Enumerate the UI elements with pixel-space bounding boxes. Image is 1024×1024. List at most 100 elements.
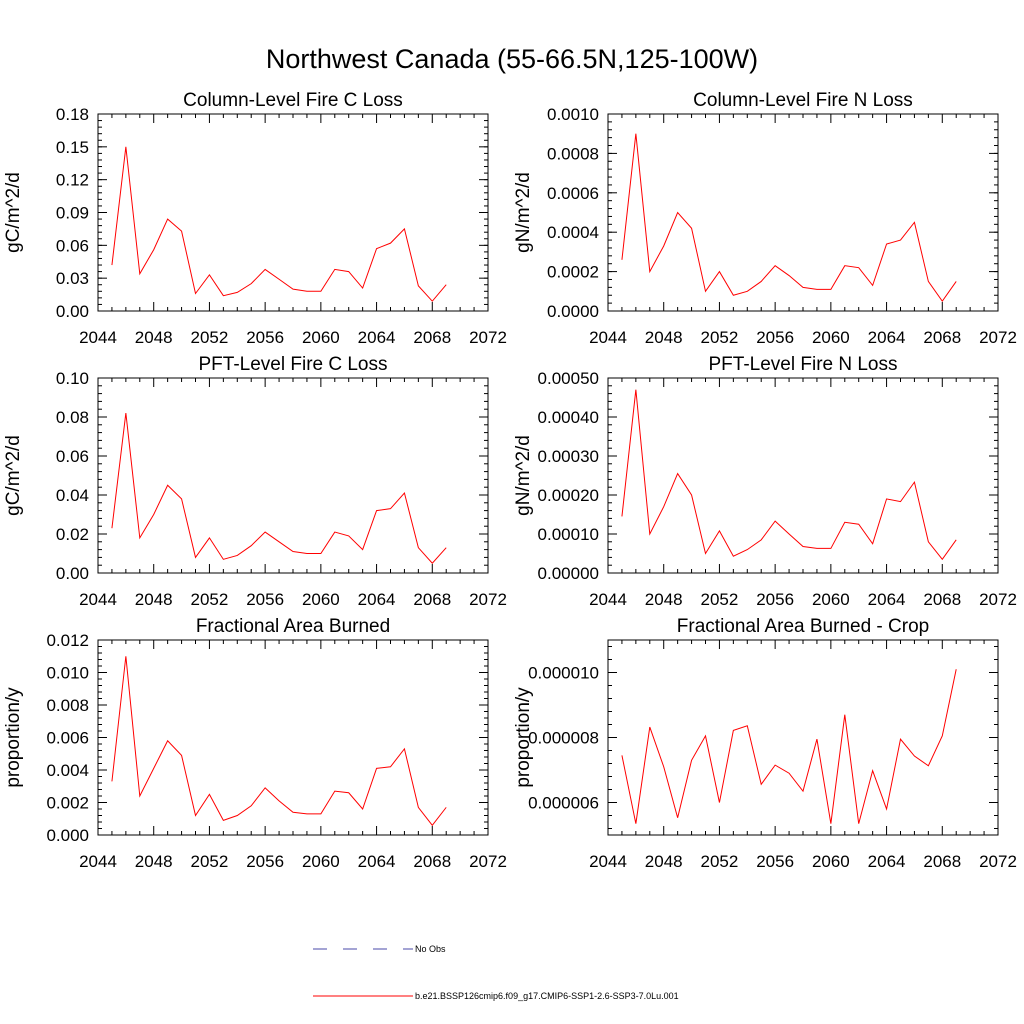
legend-label-2: b.e21.BSSP126cmip6.f09_g17.CMIP6-SSP1-2.… (415, 991, 679, 1001)
series-line-1 (621, 133, 957, 303)
y-tick-label: 0.000008 (528, 729, 599, 748)
y-tick-label: 0.00010 (538, 525, 599, 544)
chart-panel-4: 2044 2048 2052 2056 2060 2064 2068 2072 0.00000 0… (513, 354, 1017, 609)
legend-label-1: No Obs (415, 944, 446, 954)
y-tick-label: 0.00050 (538, 369, 599, 388)
x-tick-label: 2072 (469, 590, 507, 609)
y-tick-label: 0.00040 (538, 408, 599, 427)
chart-panel-3: 2044 2048 2052 2056 2060 2064 2068 2072 0.00 0.02… (3, 354, 507, 609)
series-line-1 (621, 669, 957, 824)
y-tick-label: 0.09 (56, 204, 89, 223)
y-axis-label: proportion/y (513, 687, 534, 788)
y-axis-label: proportion/y (3, 687, 24, 788)
x-tick-label: 2056 (756, 590, 794, 609)
y-tick-label: 0.0010 (547, 105, 599, 124)
x-tick-label: 2064 (358, 328, 396, 347)
plot-frame (607, 377, 999, 574)
x-tick-label: 2060 (812, 852, 850, 871)
chart-panel-5: 2044 2048 2052 2056 2060 2064 2068 2072 0.000 0.0… (3, 616, 507, 871)
x-tick-label: 2044 (79, 328, 117, 347)
x-tick-label: 2060 (302, 590, 340, 609)
x-tick-label: 2044 (589, 852, 627, 871)
figure-title: Northwest Canada (55-66.5N,125-100W) (266, 44, 758, 74)
x-tick-label: 2068 (923, 328, 961, 347)
x-tick-label: 2044 (589, 590, 627, 609)
x-tick-label: 2068 (923, 852, 961, 871)
y-tick-label: 0.06 (56, 447, 89, 466)
y-tick-label: 0.000010 (528, 664, 599, 683)
x-tick-label: 2052 (191, 852, 229, 871)
panel-title: Fractional Area Burned - Crop (677, 616, 929, 637)
chart-panel-6: 2044 2048 2052 2056 2060 2064 2068 2072 0.000006… (513, 616, 1017, 871)
x-tick-label: 2072 (979, 590, 1017, 609)
x-tick-label: 2044 (589, 328, 627, 347)
x-tick-label: 2068 (413, 852, 451, 871)
x-tick-label: 2052 (701, 328, 739, 347)
x-tick-label: 2048 (645, 328, 683, 347)
panels: 2044 2048 2052 2056 2060 2064 2068 2072 0.00 0.03… (3, 90, 1017, 871)
plot-frame (97, 113, 489, 312)
x-tick-label: 2060 (302, 328, 340, 347)
y-tick-label: 0.010 (46, 664, 89, 683)
x-tick-label: 2048 (135, 590, 173, 609)
x-tick-label: 2072 (469, 852, 507, 871)
panel-title: PFT-Level Fire C Loss (199, 354, 388, 375)
x-tick-label: 2052 (701, 590, 739, 609)
y-tick-label: 0.0006 (547, 184, 599, 203)
y-tick-label: 0.00030 (538, 447, 599, 466)
plot-frame (97, 377, 489, 574)
plot-frame (607, 113, 999, 312)
x-tick-label: 2064 (868, 328, 906, 347)
y-tick-label: 0.04 (56, 486, 89, 505)
x-tick-label: 2052 (191, 590, 229, 609)
x-tick-label: 2056 (246, 328, 284, 347)
chart-panel-1: 2044 2048 2052 2056 2060 2064 2068 2072 0.00 0.03… (3, 90, 507, 347)
x-tick-label: 2056 (756, 852, 794, 871)
y-tick-label: 0.0008 (547, 144, 599, 163)
y-tick-label: 0.00 (56, 302, 89, 321)
y-tick-label: 0.008 (46, 696, 89, 715)
y-tick-label: 0.18 (56, 105, 89, 124)
y-tick-label: 0.000 (46, 826, 89, 845)
x-tick-label: 2044 (79, 590, 117, 609)
y-tick-label: 0.15 (56, 138, 89, 157)
x-tick-label: 2048 (645, 852, 683, 871)
x-tick-label: 2056 (246, 590, 284, 609)
x-tick-label: 2048 (135, 852, 173, 871)
y-tick-label: 0.0000 (547, 302, 599, 321)
panel-title: Column-Level Fire C Loss (183, 90, 403, 111)
x-tick-label: 2056 (246, 852, 284, 871)
y-tick-label: 0.006 (46, 729, 89, 748)
x-tick-label: 2072 (979, 852, 1017, 871)
x-tick-label: 2060 (812, 328, 850, 347)
plot-frame (607, 639, 999, 836)
y-tick-label: 0.0002 (547, 263, 599, 282)
y-tick-label: 0.02 (56, 525, 89, 544)
y-tick-label: 0.000006 (528, 794, 599, 813)
y-axis-label: gN/m^2/d (513, 435, 534, 516)
x-tick-label: 2044 (79, 852, 117, 871)
series-line-1 (111, 146, 447, 302)
y-tick-label: 0.00020 (538, 486, 599, 505)
y-tick-label: 0.08 (56, 408, 89, 427)
x-tick-label: 2048 (135, 328, 173, 347)
x-tick-label: 2072 (469, 328, 507, 347)
y-tick-label: 0.012 (46, 631, 89, 650)
x-tick-label: 2068 (923, 590, 961, 609)
y-axis-label: gN/m^2/d (513, 172, 534, 253)
series-line-1 (621, 389, 957, 561)
plot-frame (97, 639, 489, 836)
panel-title: Column-Level Fire N Loss (693, 90, 913, 111)
y-tick-label: 0.03 (56, 269, 89, 288)
series-line-1 (111, 413, 447, 565)
y-tick-label: 0.002 (46, 794, 89, 813)
panel-title: PFT-Level Fire N Loss (709, 354, 898, 375)
y-tick-label: 0.0004 (547, 223, 599, 242)
x-tick-label: 2060 (812, 590, 850, 609)
x-tick-label: 2052 (191, 328, 229, 347)
y-tick-label: 0.00000 (538, 564, 599, 583)
y-tick-label: 0.004 (46, 761, 89, 780)
panel-title: Fractional Area Burned (196, 616, 390, 637)
x-tick-label: 2064 (358, 590, 396, 609)
legend: No Obs b.e21.BSSP126cmip6.f09_g17.CMIP6-S… (313, 944, 679, 1001)
